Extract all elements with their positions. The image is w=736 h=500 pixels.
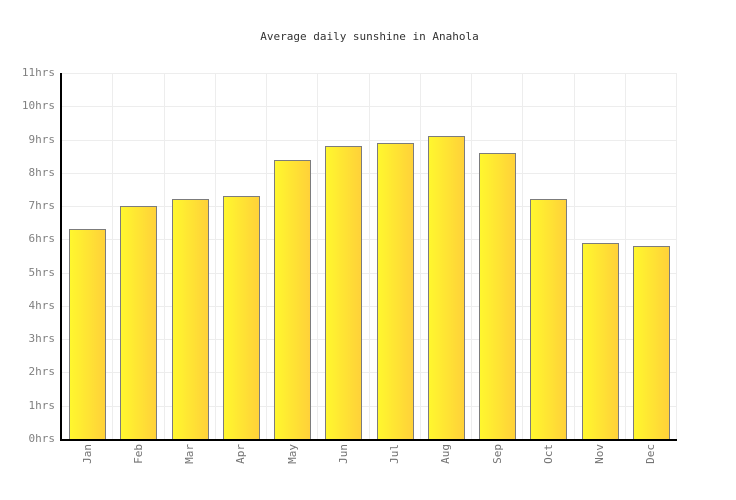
x-tick-label-aug: Aug <box>439 444 453 464</box>
x-tick-label-apr: Apr <box>234 444 248 464</box>
x-tick-label-jul: Jul <box>388 444 402 464</box>
v-gridline-5 <box>317 73 318 439</box>
y-tick-label-6hrs: 6hrs <box>28 232 56 246</box>
y-tick-label-2hrs: 2hrs <box>28 365 56 379</box>
y-tick-label-11hrs: 11hrs <box>21 66 55 79</box>
x-tick-label-jan: Jan <box>80 444 94 464</box>
y-tick-label-3hrs: 3hrs <box>28 332 56 346</box>
y-tick-label-5hrs: 5hrs <box>28 265 56 279</box>
bar-aug <box>427 136 465 439</box>
x-tick-label-oct: Oct <box>541 444 555 464</box>
bar-mar <box>171 199 209 439</box>
v-gridline-3 <box>215 73 216 439</box>
chart-title: Average daily sunshine in Anahola <box>260 30 479 43</box>
bar-apr <box>222 196 260 439</box>
y-tick-label-8hrs: 8hrs <box>28 165 56 179</box>
v-gridline-12 <box>676 73 677 439</box>
bar-feb <box>120 206 158 439</box>
x-tick-label-mar: Mar <box>183 444 197 464</box>
x-tick-label-feb: Feb <box>131 444 145 464</box>
x-tick-label-sep: Sep <box>490 444 504 464</box>
v-gridline-9 <box>522 73 523 439</box>
y-tick-label-0hrs: 0hrs <box>28 432 56 445</box>
y-tick-label-1hrs: 1hrs <box>28 398 56 412</box>
bar-sep <box>479 152 517 439</box>
bar-jun <box>325 146 363 439</box>
v-gridline-7 <box>420 73 421 439</box>
bar-oct <box>530 199 568 439</box>
y-tick-label-7hrs: 7hrs <box>28 199 56 213</box>
bar-jan <box>69 229 107 439</box>
y-tick-label-10hrs: 10hrs <box>21 99 55 113</box>
bar-may <box>274 159 312 439</box>
x-tick-label-may: May <box>285 444 299 464</box>
v-gridline-4 <box>266 73 267 439</box>
plot-area <box>60 73 677 441</box>
v-gridline-1 <box>112 73 113 439</box>
v-gridline-6 <box>369 73 370 439</box>
v-gridline-8 <box>471 73 472 439</box>
y-tick-label-9hrs: 9hrs <box>28 132 56 146</box>
y-tick-label-4hrs: 4hrs <box>28 298 56 312</box>
v-gridline-11 <box>625 73 626 439</box>
bar-jul <box>376 142 414 439</box>
x-tick-label-nov: Nov <box>593 444 607 464</box>
bar-dec <box>632 246 670 439</box>
v-gridline-2 <box>164 73 165 439</box>
x-tick-label-jun: Jun <box>336 444 350 464</box>
v-gridline-10 <box>574 73 575 439</box>
bar-nov <box>581 242 619 439</box>
x-tick-label-dec: Dec <box>644 444 658 464</box>
